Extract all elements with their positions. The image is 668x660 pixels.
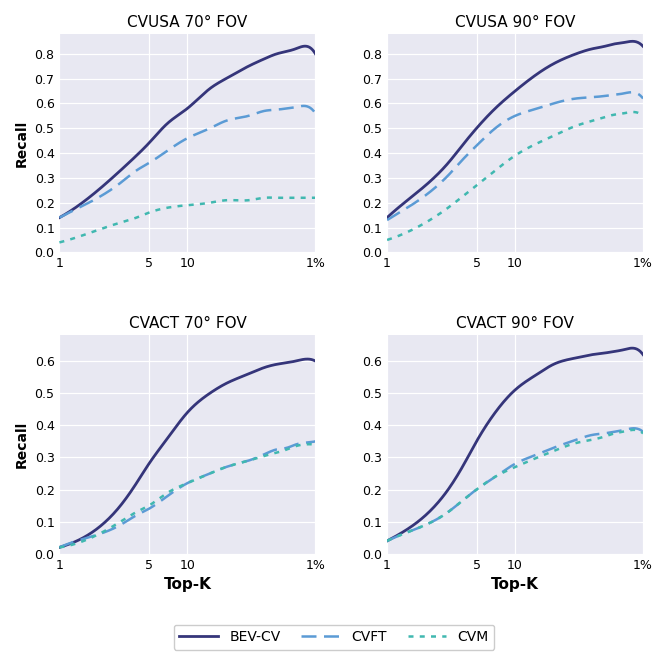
Y-axis label: Recall: Recall: [15, 119, 29, 167]
Legend: BEV-CV, CVFT, CVM: BEV-CV, CVFT, CVM: [174, 624, 494, 649]
X-axis label: Top-K: Top-K: [491, 578, 539, 592]
Title: CVUSA 70° FOV: CVUSA 70° FOV: [128, 15, 248, 30]
Title: CVACT 90° FOV: CVACT 90° FOV: [456, 316, 574, 331]
Title: CVUSA 90° FOV: CVUSA 90° FOV: [455, 15, 575, 30]
Title: CVACT 70° FOV: CVACT 70° FOV: [128, 316, 246, 331]
Y-axis label: Recall: Recall: [15, 421, 29, 468]
X-axis label: Top-K: Top-K: [164, 578, 211, 592]
